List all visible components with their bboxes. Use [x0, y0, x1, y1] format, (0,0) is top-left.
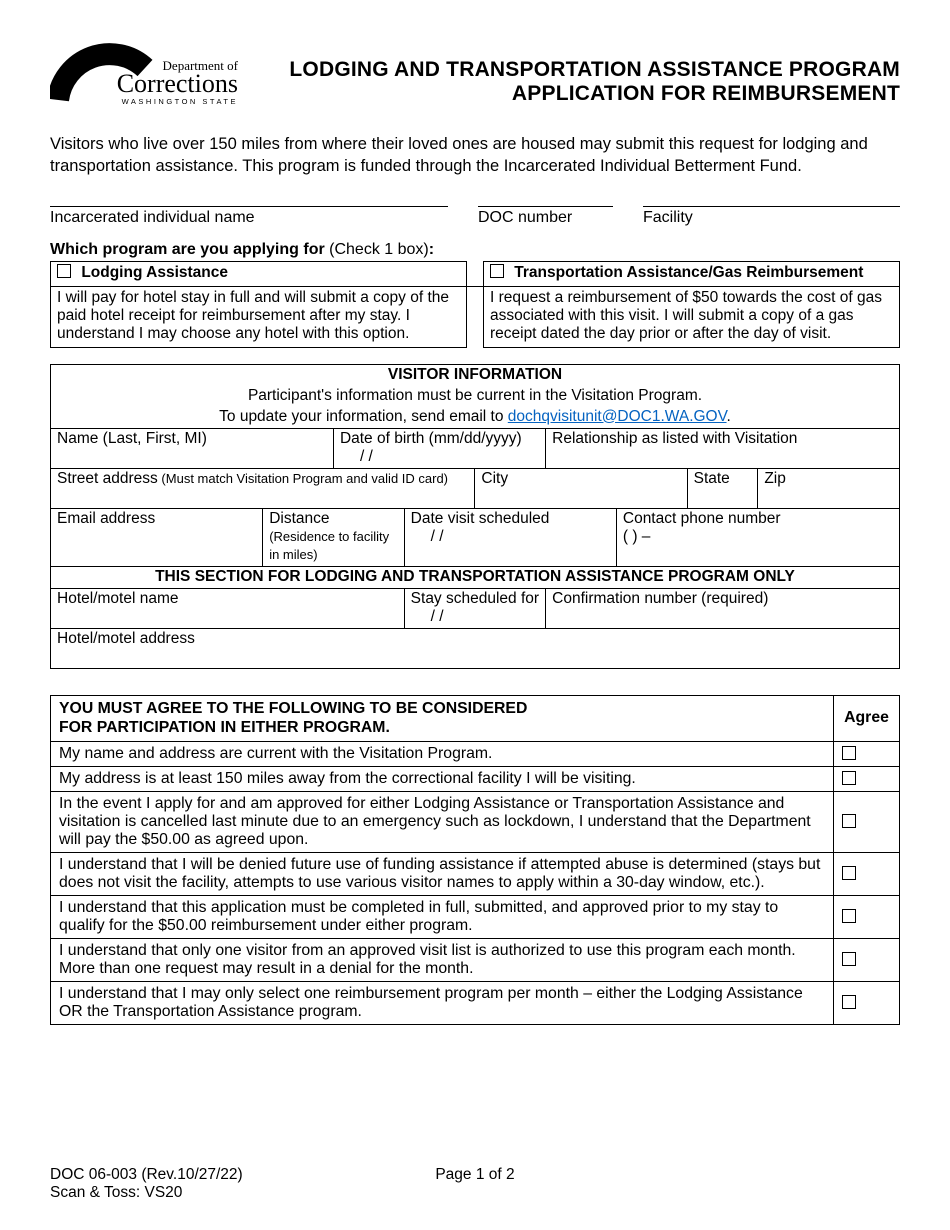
lodging-desc: I will pay for hotel stay in full and wi… — [51, 286, 467, 347]
header: Department of Corrections WASHINGTON STA… — [50, 40, 900, 115]
street-address-field[interactable]: Street address (Must match Visitation Pr… — [51, 468, 475, 508]
visitor-info-table: VISITOR INFORMATION Participant's inform… — [50, 364, 900, 669]
transport-title: Transportation Assistance/Gas Reimbursem… — [514, 264, 863, 281]
visitor-info-header: VISITOR INFORMATION — [51, 364, 900, 386]
confirmation-number-field[interactable]: Confirmation number (required) — [546, 588, 900, 628]
agree-text: My address is at least 150 miles away fr… — [51, 767, 834, 792]
agree-text: In the event I apply for and am approved… — [51, 792, 834, 853]
agree-checkbox[interactable] — [842, 771, 856, 785]
zip-field[interactable]: Zip — [758, 468, 900, 508]
logo-sub-text: WASHINGTON STATE — [122, 97, 238, 106]
form-title: LODGING AND TRANSPORTATION ASSISTANCE PR… — [260, 40, 900, 106]
agree-text: I understand that only one visitor from … — [51, 939, 834, 982]
phone-field[interactable]: Contact phone number ( ) – — [616, 508, 899, 566]
agree-checkbox[interactable] — [842, 866, 856, 880]
visitor-dob-field[interactable]: Date of birth (mm/dd/yyyy) / / — [333, 428, 545, 468]
email-field[interactable]: Email address — [51, 508, 263, 566]
agree-checkbox[interactable] — [842, 995, 856, 1009]
transport-checkbox[interactable] — [490, 264, 504, 278]
hotel-address-field[interactable]: Hotel/motel address — [51, 628, 900, 668]
program-question: Which program are you applying for (Chec… — [50, 241, 900, 259]
visit-unit-email-link[interactable]: dochqvisitunit@DOC1.WA.GOV — [508, 408, 727, 425]
program-table: Lodging Assistance Transportation Assist… — [50, 261, 900, 348]
facility-field[interactable]: Facility — [643, 206, 900, 227]
title-line-1: LODGING AND TRANSPORTATION ASSISTANCE PR… — [260, 58, 900, 82]
doc-logo: Department of Corrections WASHINGTON STA… — [50, 40, 240, 115]
agree-checkbox[interactable] — [842, 952, 856, 966]
id-fields-row: Incarcerated individual name DOC number … — [50, 206, 900, 227]
hotel-name-field[interactable]: Hotel/motel name — [51, 588, 405, 628]
agree-row: I understand that only one visitor from … — [51, 939, 900, 982]
scan-toss: Scan & Toss: VS20 — [50, 1184, 900, 1202]
transport-option-cell: Transportation Assistance/Gas Reimbursem… — [483, 261, 899, 286]
distance-field[interactable]: Distance (Residence to facility in miles… — [263, 508, 404, 566]
visitor-relationship-field[interactable]: Relationship as listed with Visitation — [546, 428, 900, 468]
lodging-option-cell: Lodging Assistance — [51, 261, 467, 286]
state-field[interactable]: State — [687, 468, 758, 508]
agree-checkbox[interactable] — [842, 909, 856, 923]
agree-header: YOU MUST AGREE TO THE FOLLOWING TO BE CO… — [51, 695, 834, 741]
agree-text: I understand that this application must … — [51, 896, 834, 939]
agree-row: I understand that I may only select one … — [51, 982, 900, 1025]
agree-col-header: Agree — [834, 695, 900, 741]
visit-date-field[interactable]: Date visit scheduled / / — [404, 508, 616, 566]
visitor-name-field[interactable]: Name (Last, First, MI) — [51, 428, 334, 468]
page-footer: DOC 06-003 (Rev.10/27/22) Page 1 of 2 Sc… — [50, 1166, 900, 1202]
agree-row: My address is at least 150 miles away fr… — [51, 767, 900, 792]
agree-checkbox[interactable] — [842, 746, 856, 760]
visitor-sub2: To update your information, send email t… — [51, 407, 900, 429]
agree-checkbox[interactable] — [842, 814, 856, 828]
stay-date-field[interactable]: Stay scheduled for / / — [404, 588, 545, 628]
agree-text: I understand that I may only select one … — [51, 982, 834, 1025]
form-number: DOC 06-003 (Rev.10/27/22) — [50, 1166, 333, 1184]
city-field[interactable]: City — [475, 468, 687, 508]
agree-text: My name and address are current with the… — [51, 742, 834, 767]
ltap-header: THIS SECTION FOR LODGING AND TRANSPORTAT… — [51, 566, 900, 588]
agree-row: In the event I apply for and am approved… — [51, 792, 900, 853]
lodging-checkbox[interactable] — [57, 264, 71, 278]
incarcerated-name-field[interactable]: Incarcerated individual name — [50, 206, 448, 227]
agreement-table: YOU MUST AGREE TO THE FOLLOWING TO BE CO… — [50, 695, 900, 1025]
page: Department of Corrections WASHINGTON STA… — [0, 0, 950, 1230]
visitor-sub1: Participant's information must be curren… — [51, 386, 900, 407]
lodging-title: Lodging Assistance — [81, 264, 228, 281]
agree-row: My name and address are current with the… — [51, 742, 900, 767]
agree-text: I understand that I will be denied futur… — [51, 853, 834, 896]
intro-text: Visitors who live over 150 miles from wh… — [50, 133, 900, 178]
doc-number-field[interactable]: DOC number — [478, 206, 613, 227]
title-line-2: APPLICATION FOR REIMBURSEMENT — [260, 82, 900, 106]
logo-main-text: Corrections — [117, 69, 238, 98]
transport-desc: I request a reimbursement of $50 towards… — [483, 286, 899, 347]
agree-row: I understand that I will be denied futur… — [51, 853, 900, 896]
agree-row: I understand that this application must … — [51, 896, 900, 939]
page-number: Page 1 of 2 — [333, 1166, 616, 1184]
